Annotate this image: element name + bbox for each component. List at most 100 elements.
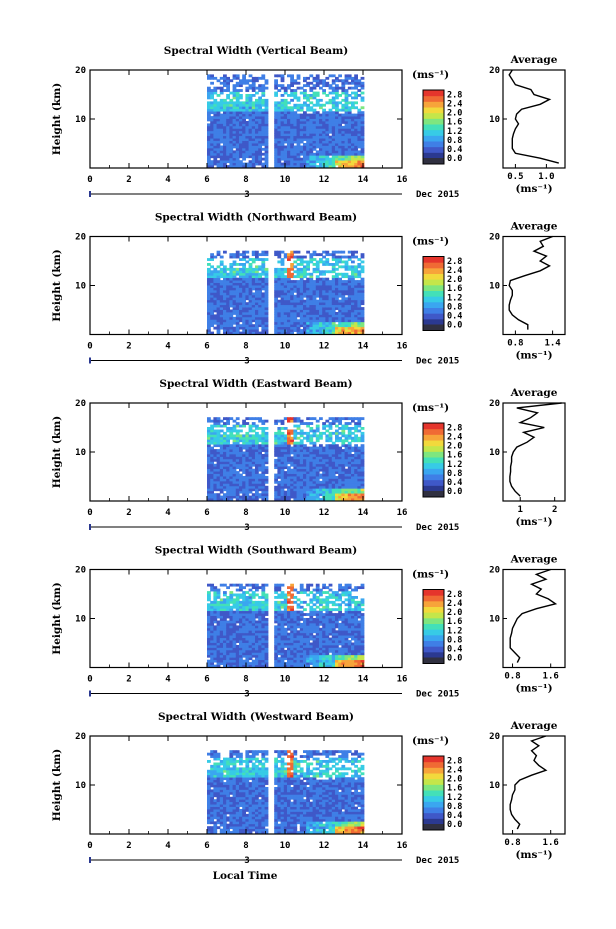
x-tick-label: 12	[319, 175, 330, 185]
heatmap-cell	[280, 155, 285, 159]
heatmap-cell	[248, 165, 253, 168]
heatmap-cell	[312, 267, 317, 271]
heatmap-cell	[315, 91, 320, 95]
heatmap-cell	[293, 417, 298, 421]
heatmap-cell	[245, 583, 250, 587]
heatmap-cell	[309, 326, 314, 330]
heatmap-cell	[226, 121, 230, 124]
heatmap-cell	[338, 431, 342, 435]
heatmap-cell	[219, 76, 224, 80]
heatmap-cell	[223, 294, 227, 298]
heatmap-cell	[235, 145, 240, 149]
heatmap-cell	[239, 478, 243, 482]
heatmap-cell	[251, 297, 256, 301]
heatmap-cell	[331, 292, 336, 296]
heatmap-cell	[242, 76, 246, 80]
heatmap-cell	[226, 321, 230, 325]
heatmap-cell	[239, 143, 243, 146]
heatmap-cell	[315, 101, 320, 105]
heatmap-cell	[283, 294, 288, 298]
heatmap-cell	[229, 108, 234, 112]
heatmap-cell	[312, 145, 317, 149]
heatmap-cell	[207, 285, 211, 288]
heatmap-cell	[223, 98, 227, 102]
heatmap-cell	[328, 463, 333, 467]
heatmap-cell	[344, 292, 349, 296]
heatmap-cell	[338, 451, 342, 455]
heatmap-cell	[207, 157, 211, 161]
colorbar-label: 0.8	[447, 469, 462, 479]
heatmap-cell	[229, 140, 234, 144]
heatmap-cell	[296, 108, 301, 112]
heatmap-cell	[354, 133, 358, 137]
heatmap-cell	[338, 282, 342, 286]
heatmap-cell	[245, 620, 250, 624]
heatmap-cell	[261, 630, 266, 634]
heatmap-cell	[325, 277, 330, 281]
heatmap-cell	[251, 645, 256, 648]
heatmap-cell	[239, 111, 243, 115]
heatmap-cell	[287, 454, 291, 457]
heatmap-cell	[264, 157, 269, 161]
heatmap-cell	[207, 152, 211, 156]
heatmap-cell	[223, 81, 227, 85]
heatmap-cell	[338, 456, 342, 460]
heatmap-cell	[277, 285, 282, 288]
heatmap-cell	[319, 277, 323, 281]
heatmap-cell	[328, 125, 333, 129]
heatmap-cell	[242, 618, 246, 621]
heatmap-cell	[322, 326, 326, 330]
heatmap-cell	[354, 454, 358, 457]
heatmap-cell	[344, 456, 349, 460]
heatmap-cell	[306, 294, 310, 298]
heatmap-cell	[226, 147, 230, 151]
heatmap-cell	[312, 451, 317, 455]
heatmap-cell	[229, 287, 234, 291]
heatmap-cell	[344, 498, 349, 501]
heatmap-cell	[229, 483, 234, 487]
heatmap-cell	[235, 118, 240, 122]
heatmap-cell	[229, 299, 234, 303]
heatmap-cell	[223, 485, 227, 489]
heatmap-cell	[207, 642, 211, 646]
heatmap-cell	[242, 101, 246, 105]
heatmap-cell	[331, 275, 336, 279]
x-tick-label: 2	[126, 508, 131, 518]
heatmap-cell	[223, 449, 227, 452]
heatmap-cell	[338, 439, 342, 443]
heatmap-cell	[264, 111, 269, 115]
heatmap-cell	[216, 603, 221, 607]
heatmap-cell	[293, 160, 298, 164]
colorbar-segment	[423, 318, 444, 325]
heatmap-cell	[299, 258, 304, 261]
heatmap-cell	[245, 654, 250, 658]
heatmap-cell	[354, 157, 358, 161]
heatmap-cell	[235, 434, 240, 438]
heatmap-cell	[347, 113, 352, 117]
heatmap-cell	[328, 253, 333, 257]
heatmap-cell	[290, 297, 294, 301]
heatmap-cell	[261, 326, 266, 330]
heatmap-cell	[251, 630, 256, 634]
heatmap-cell	[296, 116, 301, 119]
colorbar-segment	[423, 474, 444, 481]
heatmap-cell	[207, 495, 211, 499]
heatmap-cell	[213, 588, 218, 592]
heatmap-cell	[306, 267, 310, 271]
heatmap-cell	[290, 478, 294, 482]
heatmap-cell	[245, 596, 250, 599]
heatmap-cell	[235, 625, 240, 629]
heatmap-cell	[360, 123, 365, 127]
heatmap-cell	[309, 130, 314, 134]
heatmap-cell	[239, 125, 243, 129]
heatmap-cell	[223, 654, 227, 658]
heatmap-cell	[290, 253, 294, 257]
heatmap-cell	[290, 299, 294, 303]
heatmap-cell	[274, 454, 278, 457]
heatmap-cell	[255, 157, 259, 161]
heatmap-cell	[354, 446, 358, 450]
heatmap-cell	[322, 424, 326, 428]
heatmap-cell	[296, 495, 301, 499]
heatmap-cell	[331, 253, 336, 257]
heatmap-cell	[322, 289, 326, 293]
